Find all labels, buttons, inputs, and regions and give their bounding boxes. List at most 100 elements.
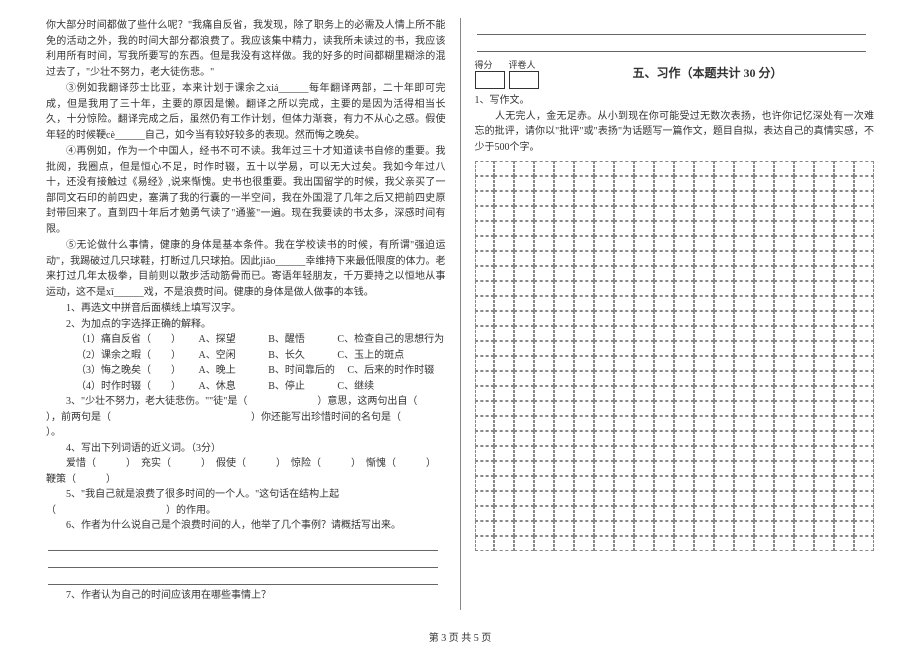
- essay-cell[interactable]: [734, 191, 754, 206]
- essay-cell[interactable]: [574, 401, 594, 416]
- essay-cell[interactable]: [774, 356, 794, 371]
- essay-cell[interactable]: [494, 206, 514, 221]
- essay-cell[interactable]: [534, 161, 554, 176]
- essay-cell[interactable]: [674, 446, 694, 461]
- essay-cell[interactable]: [734, 461, 754, 476]
- essay-cell[interactable]: [614, 236, 634, 251]
- essay-cell[interactable]: [774, 461, 794, 476]
- essay-cell[interactable]: [654, 446, 674, 461]
- essay-cell[interactable]: [754, 491, 774, 506]
- essay-cell[interactable]: [534, 221, 554, 236]
- essay-cell[interactable]: [634, 446, 654, 461]
- essay-cell[interactable]: [475, 251, 495, 266]
- essay-cell[interactable]: [854, 296, 874, 311]
- essay-cell[interactable]: [754, 326, 774, 341]
- essay-cell[interactable]: [475, 296, 495, 311]
- essay-cell[interactable]: [594, 446, 614, 461]
- essay-cell[interactable]: [614, 176, 634, 191]
- essay-cell[interactable]: [574, 251, 594, 266]
- essay-cell[interactable]: [854, 356, 874, 371]
- essay-cell[interactable]: [554, 371, 574, 386]
- essay-cell[interactable]: [794, 176, 814, 191]
- essay-cell[interactable]: [734, 326, 754, 341]
- essay-cell[interactable]: [554, 401, 574, 416]
- essay-cell[interactable]: [494, 446, 514, 461]
- essay-cell[interactable]: [694, 161, 714, 176]
- essay-cell[interactable]: [854, 281, 874, 296]
- essay-cell[interactable]: [574, 161, 594, 176]
- essay-cell[interactable]: [694, 176, 714, 191]
- essay-cell[interactable]: [534, 236, 554, 251]
- essay-cell[interactable]: [794, 476, 814, 491]
- essay-cell[interactable]: [654, 281, 674, 296]
- essay-cell[interactable]: [654, 341, 674, 356]
- essay-cell[interactable]: [534, 176, 554, 191]
- essay-cell[interactable]: [854, 191, 874, 206]
- essay-cell[interactable]: [694, 206, 714, 221]
- essay-cell[interactable]: [475, 536, 495, 551]
- essay-cell[interactable]: [494, 536, 514, 551]
- essay-cell[interactable]: [574, 416, 594, 431]
- essay-cell[interactable]: [834, 506, 854, 521]
- essay-cell[interactable]: [854, 461, 874, 476]
- essay-cell[interactable]: [714, 326, 734, 341]
- essay-cell[interactable]: [634, 506, 654, 521]
- essay-cell[interactable]: [534, 341, 554, 356]
- essay-cell[interactable]: [674, 281, 694, 296]
- essay-cell[interactable]: [594, 431, 614, 446]
- essay-cell[interactable]: [494, 236, 514, 251]
- essay-cell[interactable]: [475, 476, 495, 491]
- essay-cell[interactable]: [714, 506, 734, 521]
- essay-cell[interactable]: [494, 461, 514, 476]
- essay-cell[interactable]: [714, 236, 734, 251]
- essay-cell[interactable]: [514, 476, 534, 491]
- essay-cell[interactable]: [634, 461, 654, 476]
- essay-cell[interactable]: [514, 176, 534, 191]
- essay-cell[interactable]: [714, 386, 734, 401]
- essay-cell[interactable]: [514, 161, 534, 176]
- essay-cell[interactable]: [754, 236, 774, 251]
- essay-cell[interactable]: [514, 446, 534, 461]
- essay-cell[interactable]: [554, 386, 574, 401]
- essay-cell[interactable]: [834, 356, 854, 371]
- essay-cell[interactable]: [654, 371, 674, 386]
- essay-cell[interactable]: [534, 386, 554, 401]
- essay-cell[interactable]: [634, 416, 654, 431]
- essay-cell[interactable]: [754, 431, 774, 446]
- essay-cell[interactable]: [514, 506, 534, 521]
- essay-cell[interactable]: [494, 161, 514, 176]
- essay-cell[interactable]: [475, 326, 495, 341]
- essay-cell[interactable]: [574, 356, 594, 371]
- essay-cell[interactable]: [794, 221, 814, 236]
- essay-cell[interactable]: [794, 326, 814, 341]
- essay-cell[interactable]: [554, 461, 574, 476]
- essay-cell[interactable]: [714, 266, 734, 281]
- essay-cell[interactable]: [774, 311, 794, 326]
- essay-cell[interactable]: [594, 521, 614, 536]
- essay-cell[interactable]: [814, 356, 834, 371]
- essay-cell[interactable]: [774, 341, 794, 356]
- essay-cell[interactable]: [594, 296, 614, 311]
- essay-cell[interactable]: [854, 326, 874, 341]
- essay-cell[interactable]: [694, 431, 714, 446]
- essay-cell[interactable]: [614, 491, 634, 506]
- essay-cell[interactable]: [475, 341, 495, 356]
- essay-cell[interactable]: [574, 461, 594, 476]
- essay-cell[interactable]: [634, 431, 654, 446]
- essay-cell[interactable]: [714, 356, 734, 371]
- essay-cell[interactable]: [475, 176, 495, 191]
- essay-cell[interactable]: [814, 266, 834, 281]
- essay-cell[interactable]: [594, 281, 614, 296]
- essay-cell[interactable]: [534, 416, 554, 431]
- essay-cell[interactable]: [774, 281, 794, 296]
- essay-cell[interactable]: [654, 386, 674, 401]
- essay-cell[interactable]: [594, 341, 614, 356]
- essay-cell[interactable]: [714, 251, 734, 266]
- essay-cell[interactable]: [634, 281, 654, 296]
- answer-line[interactable]: [48, 537, 438, 551]
- essay-cell[interactable]: [814, 206, 834, 221]
- essay-cell[interactable]: [714, 446, 734, 461]
- essay-cell[interactable]: [754, 386, 774, 401]
- essay-grid[interactable]: [475, 161, 875, 551]
- essay-cell[interactable]: [594, 401, 614, 416]
